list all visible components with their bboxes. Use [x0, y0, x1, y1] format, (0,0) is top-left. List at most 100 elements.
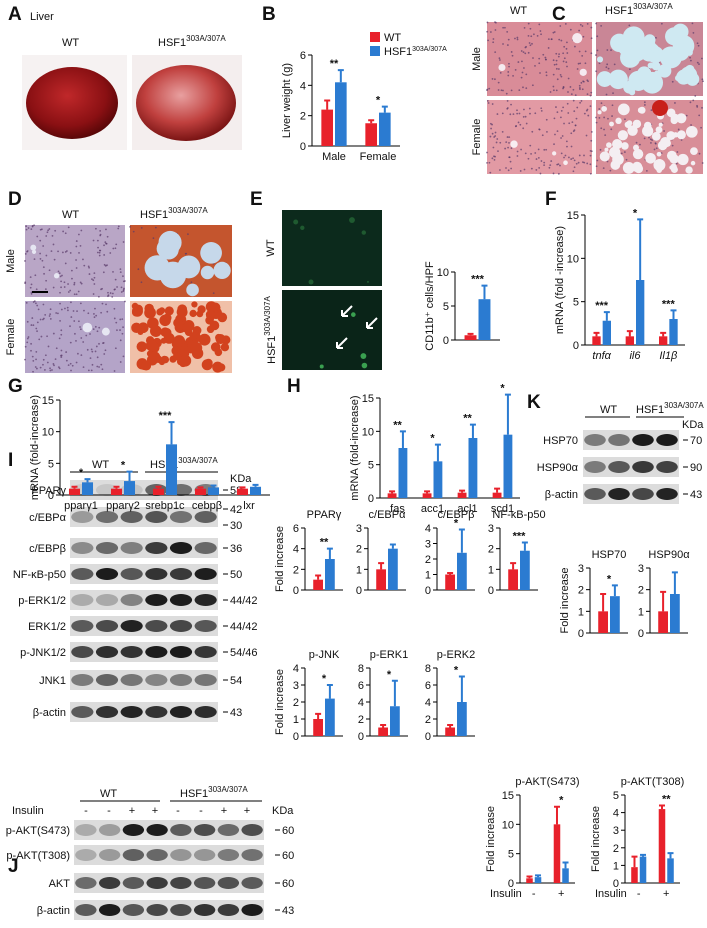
nucleus [24, 260, 26, 262]
nucleus [31, 317, 34, 319]
nucleus [78, 252, 80, 254]
nucleus [566, 52, 569, 54]
nucleus [572, 99, 575, 102]
nucleus [140, 226, 143, 229]
bar [422, 493, 432, 498]
nucleus [79, 328, 82, 331]
nucleus [701, 162, 704, 164]
micrograph [282, 290, 382, 370]
x-axis-label: Insulin [595, 888, 627, 900]
nucleus [523, 67, 525, 69]
nucleus [596, 35, 599, 38]
blot-band [98, 904, 121, 916]
droplet [160, 355, 169, 363]
nucleus [537, 156, 540, 159]
droplet [627, 125, 638, 136]
nucleus [507, 169, 510, 172]
nucleus [492, 38, 495, 40]
blot-strip [74, 900, 264, 920]
x-tick-label: pparγ2 [106, 500, 140, 512]
y-tick-label: 0 [48, 490, 54, 502]
droplet [189, 309, 197, 318]
nucleus [100, 311, 103, 314]
nucleus [510, 103, 512, 106]
blot-band [169, 594, 193, 606]
nucleus [527, 51, 530, 54]
nucleus [111, 292, 114, 295]
nucleus [574, 94, 577, 97]
blot-band [75, 849, 97, 861]
nucleus [514, 37, 516, 40]
chart-title: PPARγ [307, 509, 342, 521]
nucleus [520, 50, 523, 52]
nucleus [60, 354, 62, 357]
droplet [349, 217, 355, 223]
nucleus [93, 316, 96, 319]
nucleus [529, 144, 532, 147]
blot-label: JNK1 [39, 675, 66, 687]
nucleus [533, 33, 535, 36]
insulin-sign: + [221, 805, 227, 817]
nucleus [534, 152, 537, 154]
nucleus [488, 87, 491, 90]
nucleus [586, 79, 589, 82]
y-tick-label: 2 [613, 843, 619, 855]
nucleus [537, 148, 540, 151]
nucleus [32, 324, 35, 327]
nucleus [570, 132, 573, 135]
insulin-sign: - [176, 805, 180, 817]
nucleus [578, 29, 581, 32]
nucleus [120, 291, 123, 293]
nucleus [97, 246, 99, 249]
blot-label: p-ERK1/2 [18, 595, 66, 607]
error-bar [252, 483, 259, 487]
error-bar [637, 218, 644, 280]
nucleus [546, 130, 548, 133]
nucleus [590, 131, 593, 133]
y-tick-label: 4 [358, 697, 364, 709]
nucleus [702, 80, 704, 83]
error-bar [626, 330, 633, 337]
x-tick-label: - [637, 888, 641, 900]
nucleus [523, 168, 526, 171]
bar [492, 492, 502, 498]
nucleus [65, 351, 68, 353]
droplet [182, 323, 192, 334]
blot-band [169, 646, 193, 658]
mw-label: 43 [230, 707, 242, 719]
droplet [209, 320, 220, 331]
nucleus [560, 39, 563, 42]
droplet [670, 166, 678, 174]
blot-band [194, 620, 217, 632]
nucleus [599, 148, 602, 151]
y-tick-label: 0 [425, 585, 431, 597]
nucleus [574, 124, 577, 127]
blot-band [75, 824, 97, 836]
panel-letter: H [287, 376, 301, 397]
y-tick-label: 8 [358, 663, 364, 675]
nucleus [607, 67, 610, 70]
x-tick-label: + [558, 888, 564, 900]
nucleus [120, 286, 123, 289]
blot-band [608, 488, 630, 500]
nucleus [514, 125, 517, 128]
error-bar [389, 490, 396, 494]
nucleus [58, 272, 61, 275]
nucleus [71, 277, 73, 280]
nucleus [570, 93, 573, 96]
x-tick-label: Il1β [659, 350, 678, 362]
nucleus [486, 151, 488, 154]
nucleus [648, 136, 650, 139]
nucleus [63, 286, 66, 288]
genotype: HSF1 [266, 336, 278, 364]
nucleus [498, 59, 501, 61]
droplet [620, 47, 641, 68]
nucleus [510, 89, 513, 92]
genotype: HSF1 [605, 5, 633, 17]
nucleus [104, 349, 107, 352]
nucleus [75, 240, 78, 242]
nucleus [580, 81, 583, 84]
y-tick-label: 5 [573, 297, 579, 309]
nucleus [529, 27, 532, 30]
y-axis-label: mRNA (fold-increase) [29, 395, 41, 500]
